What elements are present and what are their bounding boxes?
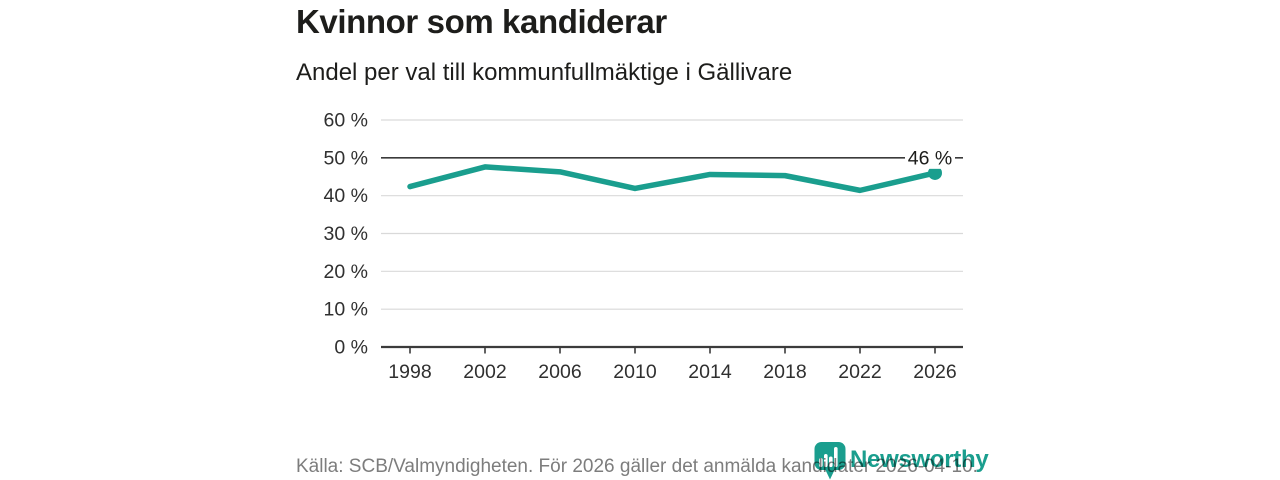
source-note: Källa: SCB/Valmyndigheten. För 2026 gäll…	[296, 456, 978, 477]
x-tick-label: 2002	[463, 361, 506, 383]
x-tick-label: 2014	[688, 361, 732, 383]
x-tick-label: 2010	[613, 361, 657, 383]
end-point-marker	[928, 165, 942, 180]
y-tick-label: 20 %	[324, 261, 368, 283]
y-tick-label: 40 %	[324, 185, 368, 207]
newsworthy-chart-bubble-icon	[814, 442, 846, 480]
page-subtitle: Andel per val till kommunfullmäktige i G…	[296, 59, 793, 86]
value-label-halo	[905, 146, 955, 169]
y-tick-label: 60 %	[324, 110, 368, 132]
x-tick-label: 1998	[388, 361, 431, 383]
newsworthy-logo: Newsworthy	[813, 440, 989, 480]
y-tick-label: 30 %	[324, 223, 368, 245]
x-tick-label: 2006	[538, 361, 581, 383]
y-tick-label: 50 %	[324, 147, 368, 169]
last-value-label: 46 %	[908, 147, 952, 169]
x-tick-label: 2022	[838, 361, 881, 383]
x-tick-label: 2018	[763, 361, 806, 383]
y-tick-label: 10 %	[324, 299, 368, 321]
data-line	[407, 164, 938, 194]
y-tick-label: 0 %	[334, 337, 368, 359]
newsworthy-wordmark: Newsworthy	[850, 446, 989, 473]
x-tick-label: 2026	[913, 361, 956, 383]
page-title: Kvinnor som kandiderar	[296, 3, 667, 40]
